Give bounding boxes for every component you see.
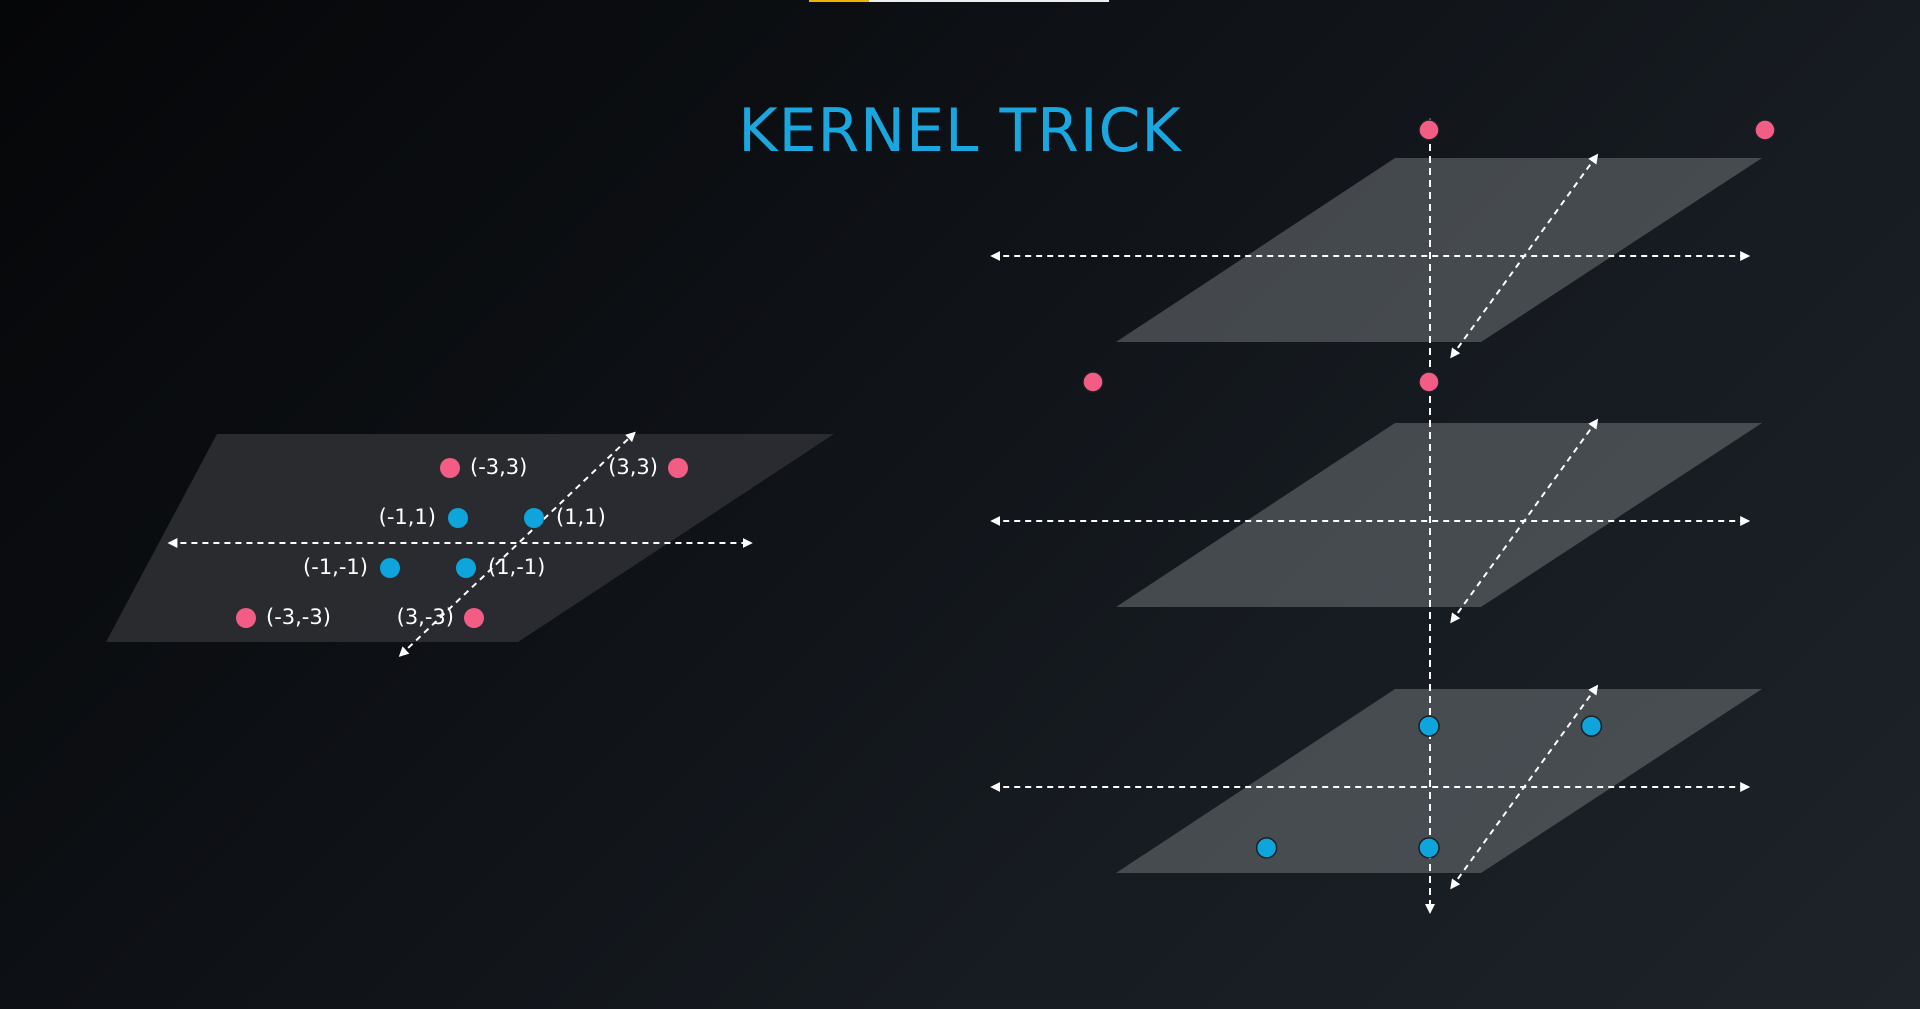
data-point-3d [1082,371,1104,393]
data-point-2d [668,458,688,478]
point-label-2d: (-1,-1) [303,555,368,579]
point-label-2d: (-3,-3) [266,605,331,629]
point-label-2d: (1,-1) [488,555,545,579]
lifted-3d-planes-group [990,118,1776,914]
data-point-3d [1418,837,1440,859]
depth-axis-3d-middle [1450,418,1599,624]
data-point-3d [1418,715,1440,737]
data-point-2d [380,558,400,578]
data-point-2d [524,508,544,528]
data-point-3d [1580,715,1603,737]
data-point-2d [456,558,476,578]
data-point-2d [464,608,484,628]
progress-bar [809,0,1109,2]
plane-3d-bottom [1116,689,1762,873]
progress-bar-fill [809,0,869,2]
point-label-2d: (3,3) [608,455,658,479]
data-point-2d [236,608,256,628]
data-point-3d [1418,119,1440,141]
point-label-2d: (-3,3) [470,455,527,479]
plane-3d-top [1116,158,1762,342]
data-point-3d [1418,371,1440,393]
data-point-3d [1255,837,1278,859]
data-point-2d [440,458,460,478]
data-point-2d [448,508,468,528]
plane-3d-middle [1116,423,1762,607]
slide-title: KERNEL TRICK [738,96,1182,166]
depth-axis-3d-bottom [1450,684,1599,890]
point-label-2d: (3,-3) [397,605,454,629]
point-label-2d: (-1,1) [379,505,436,529]
y-axis-2d [398,431,636,657]
original-2d-plane-group: (-3,3) (3,3) (-1,1) (1,1) (-1,-1) (1,-1) (-3,-… [106,431,834,657]
data-point-3d [1754,119,1776,141]
point-label-2d: (1,1) [556,505,606,529]
depth-axis-3d-top [1450,153,1599,359]
